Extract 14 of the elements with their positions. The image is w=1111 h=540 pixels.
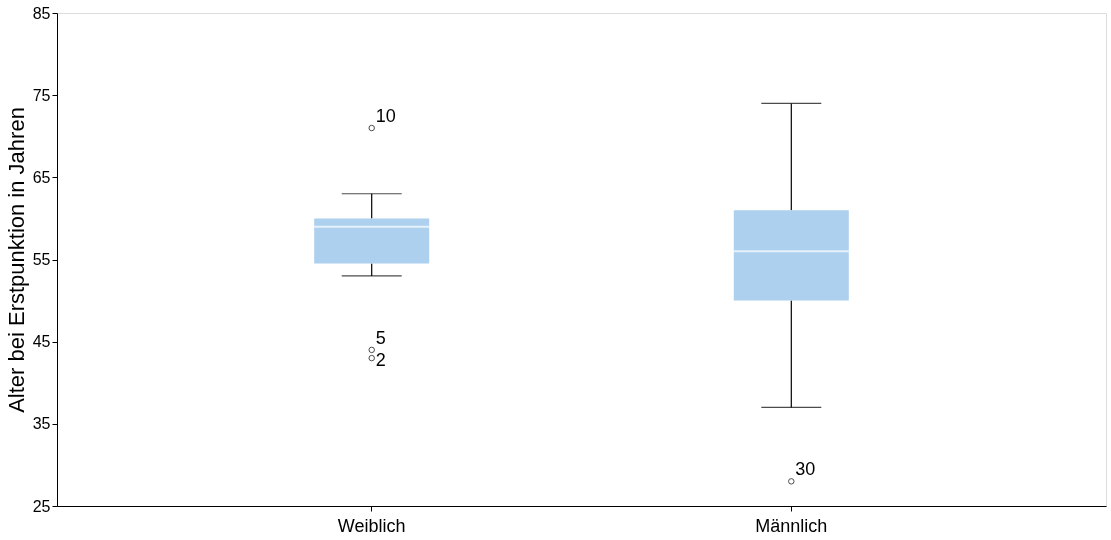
y-tick-label: 65 — [32, 168, 51, 186]
y-tick-label: 55 — [32, 251, 51, 268]
y-axis-title: Alter bei Erstpunktion in Jahren — [3, 107, 29, 413]
annotation: 5 — [375, 327, 386, 348]
annotation: 30 — [795, 459, 816, 480]
x-tick-label: Männlich — [755, 515, 828, 536]
y-tick-label: 25 — [32, 497, 51, 515]
y-tick-label: 45 — [32, 333, 51, 351]
annotation: 2 — [375, 350, 386, 371]
annotation: 10 — [375, 106, 396, 127]
y-tick-label: 75 — [32, 86, 51, 104]
x-tick-label: Weiblich — [337, 515, 406, 536]
y-tick-label: 35 — [32, 415, 51, 433]
y-tick-label: 85 — [32, 4, 51, 22]
